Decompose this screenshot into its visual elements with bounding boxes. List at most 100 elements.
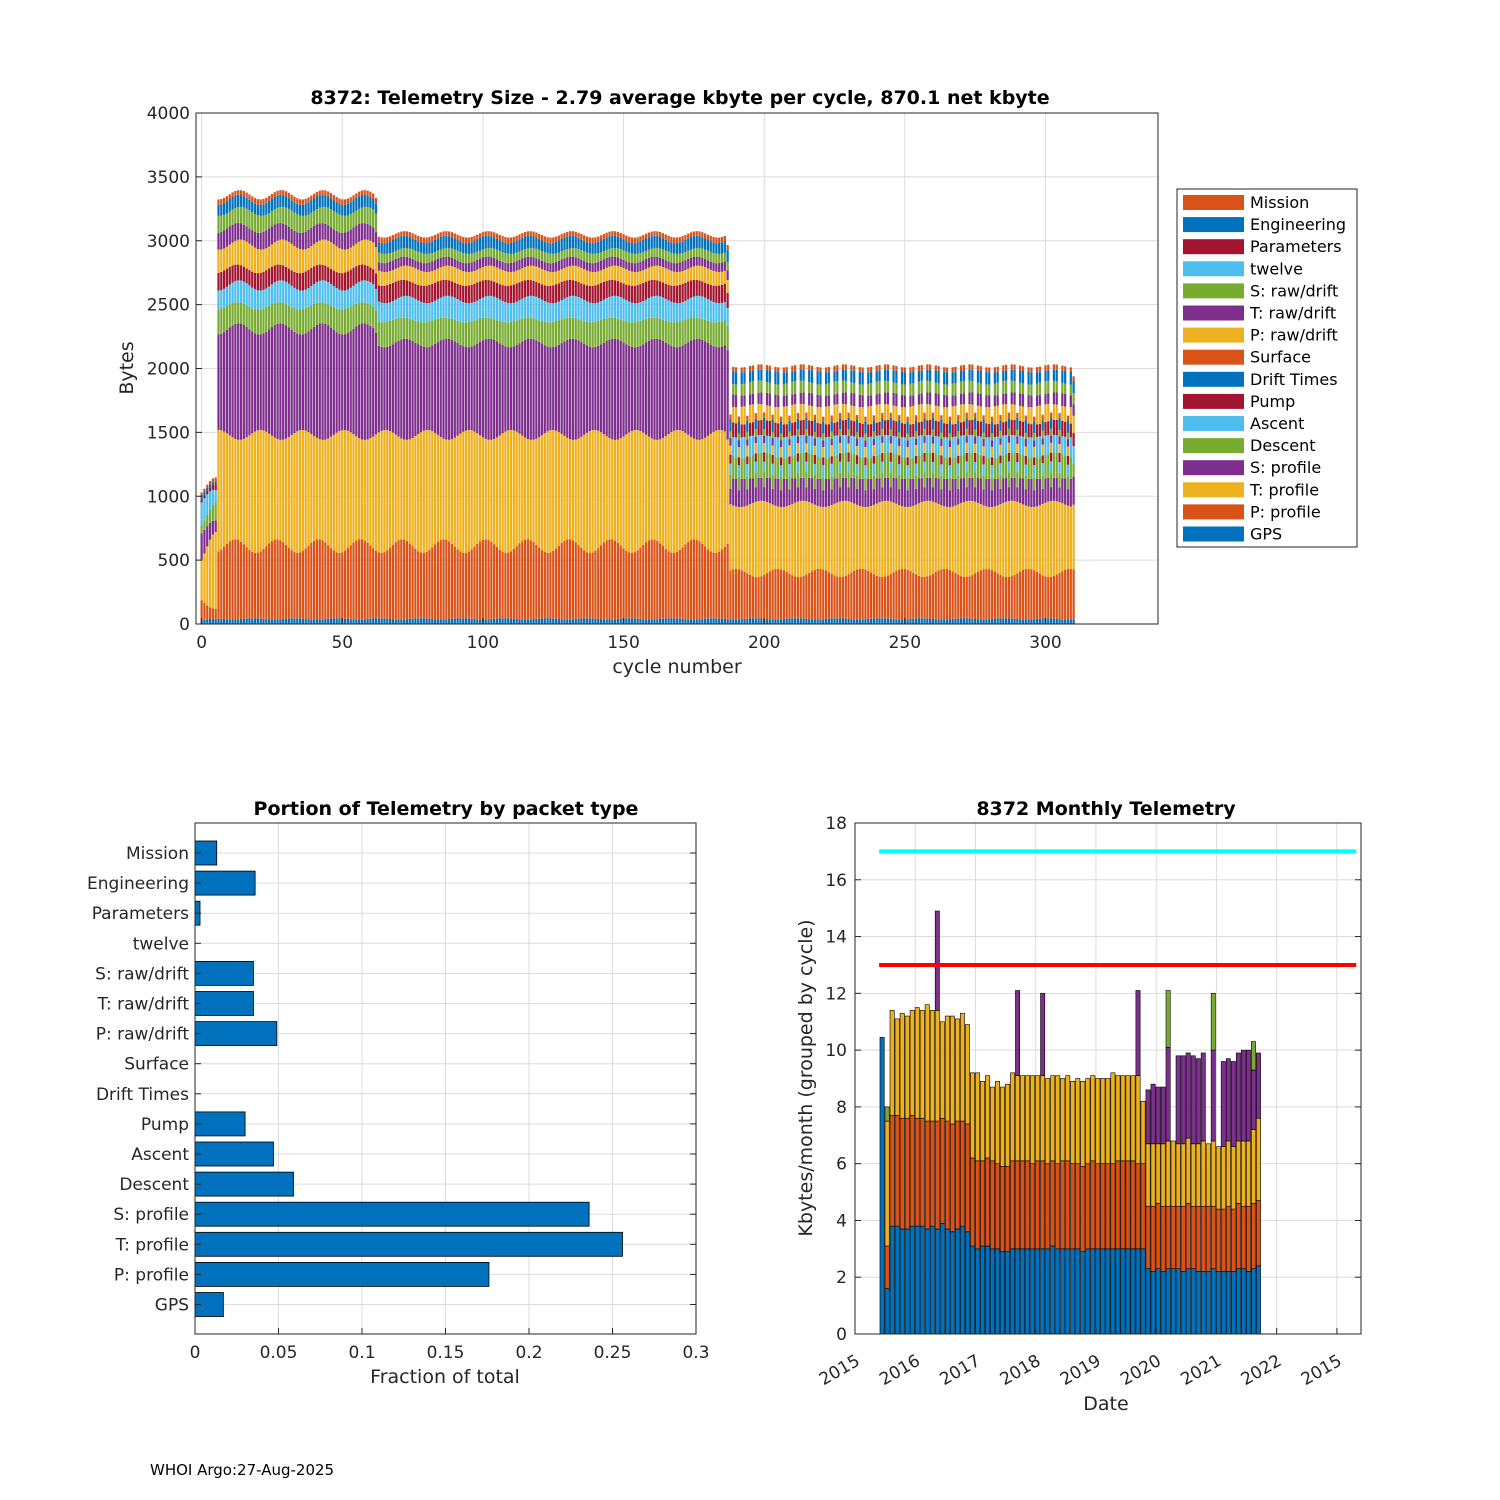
bar-segment-ascent [220, 290, 223, 309]
bar-segment-pump [971, 419, 974, 436]
bar-segment-p-profile [847, 574, 850, 619]
bar-segment-p-profile [526, 539, 530, 620]
bar-segment-mission [245, 192, 248, 198]
bar-segment-gps [268, 619, 271, 624]
bar-segment-pump [535, 281, 538, 297]
bar-segment-t-profile [476, 433, 479, 544]
bar-segment-p-profile [400, 539, 403, 620]
bar-segment-ascent [774, 437, 777, 457]
bar-segment-s-raw-drift [917, 381, 921, 395]
bar-segment-pump [982, 455, 985, 465]
bar-segment-t-raw-drift [701, 257, 704, 267]
bar-segment-t-profile [1030, 507, 1033, 570]
bar-segment-s-profile [670, 345, 673, 433]
bar-segment-s-profile [611, 338, 614, 440]
bar-segment-p-profile [313, 540, 316, 620]
bar-segment-engineering [377, 242, 380, 253]
bar-segment-ascent [999, 463, 1002, 476]
bar-segment-descent [664, 320, 667, 343]
telemetry-size-title: 8372: Telemetry Size - 2.79 average kbyt… [310, 87, 1049, 109]
bar-segment-engineering [656, 236, 659, 249]
bar-segment-t-raw-drift [346, 231, 350, 250]
bar-segment-engineering [329, 198, 333, 210]
bar-segment-s-profile [296, 333, 299, 432]
bar-segment-engineering [850, 370, 853, 383]
bar-segment-s-profile [366, 324, 369, 440]
bar-segment-gps [976, 619, 980, 624]
bar-segment-ascent [397, 297, 400, 319]
bar-segment-s-profile [982, 489, 985, 506]
bar-segment-gps [774, 619, 777, 624]
bar-segment-descent [810, 454, 814, 479]
month-bar-segment [924, 1228, 930, 1335]
bar-segment-engineering [501, 241, 504, 253]
bar-segment-engineering [619, 238, 622, 250]
bar-segment-s-raw-drift [982, 432, 985, 439]
bar-segment-mission [886, 364, 890, 370]
bar-segment-engineering [1038, 371, 1041, 383]
bar-segment-ascent [276, 280, 279, 303]
bar-segment-mission [661, 233, 665, 239]
bar-segment-descent [847, 472, 850, 488]
bar-segment-p-raw-drift [791, 404, 794, 423]
bar-segment-gps [532, 619, 535, 624]
bar-segment-engineering [546, 242, 549, 254]
bar-segment-ascent [470, 302, 473, 322]
bar-segment-s-profile [293, 331, 296, 433]
bar-segment-t-profile [824, 506, 828, 571]
bar-segment-s-profile [954, 478, 957, 506]
bar-segment-pump [689, 280, 693, 298]
bar-segment-mission [383, 237, 386, 244]
bar-segment-s-profile [678, 346, 681, 431]
bar-segment-pump [265, 270, 268, 289]
bar-segment-s-profile [282, 323, 285, 440]
month-bar-segment [884, 1120, 890, 1247]
bar-segment-t-raw-drift [754, 436, 757, 444]
month-bar-segment [1015, 1248, 1021, 1335]
bar-segment-gps [833, 618, 836, 624]
month-bar-segment [1125, 1248, 1131, 1335]
bar-segment-mission [642, 235, 645, 241]
bar-segment-t-raw-drift [445, 256, 448, 266]
bar-segment-gps [543, 618, 546, 624]
month-bar-segment [1005, 1083, 1010, 1167]
bar-segment-s-raw-drift [1072, 393, 1075, 405]
bar-segment-s-raw-drift [521, 250, 524, 259]
bar-segment-mission [355, 193, 358, 198]
bar-segment-s-raw-drift [768, 382, 771, 394]
bar-segment-t-profile [242, 438, 245, 545]
bar-segment-descent [588, 322, 591, 347]
month-bar-segment [919, 1117, 925, 1227]
bar-segment-pump [459, 285, 462, 301]
bar-segment-p-profile [912, 572, 915, 619]
bar-segment-s-profile [613, 338, 617, 440]
bar-segment-ascent [211, 489, 215, 505]
bar-segment-gps [464, 618, 468, 624]
bar-segment-mission [830, 415, 833, 421]
bar-segment-t-raw-drift [864, 440, 867, 448]
bar-s-profile [194, 1201, 590, 1227]
bar-segment-t-profile [1013, 501, 1016, 575]
bar-segment-s-profile [478, 341, 482, 436]
bar-segment-s-raw-drift [487, 248, 490, 257]
bar-segment-descent [656, 318, 659, 339]
bar-segment-gps [234, 619, 237, 624]
bar-segment-pump [1019, 420, 1022, 437]
bar-segment-p-raw-drift [726, 280, 729, 293]
bar-segment-p-raw-drift [926, 404, 929, 421]
bar-segment-ascent [979, 436, 982, 455]
bar-segment-engineering [737, 421, 741, 434]
y-tick-label: 0 [836, 1325, 847, 1345]
bar-segment-pump [512, 284, 515, 303]
bar-segment-p-raw-drift [706, 268, 710, 284]
bar-segment-engineering [414, 239, 417, 251]
bar-segment-descent [917, 455, 921, 479]
bar-segment-t-raw-drift [1030, 395, 1033, 408]
bar-segment-mission [937, 366, 940, 371]
bar-segment-t-profile [481, 437, 485, 540]
bar-segment-p-profile [577, 545, 580, 619]
bar-segment-t-profile [487, 439, 490, 540]
bar-segment-s-profile [836, 478, 839, 503]
bar-segment-s-profile [923, 487, 926, 502]
bar-segment-descent [734, 457, 738, 479]
